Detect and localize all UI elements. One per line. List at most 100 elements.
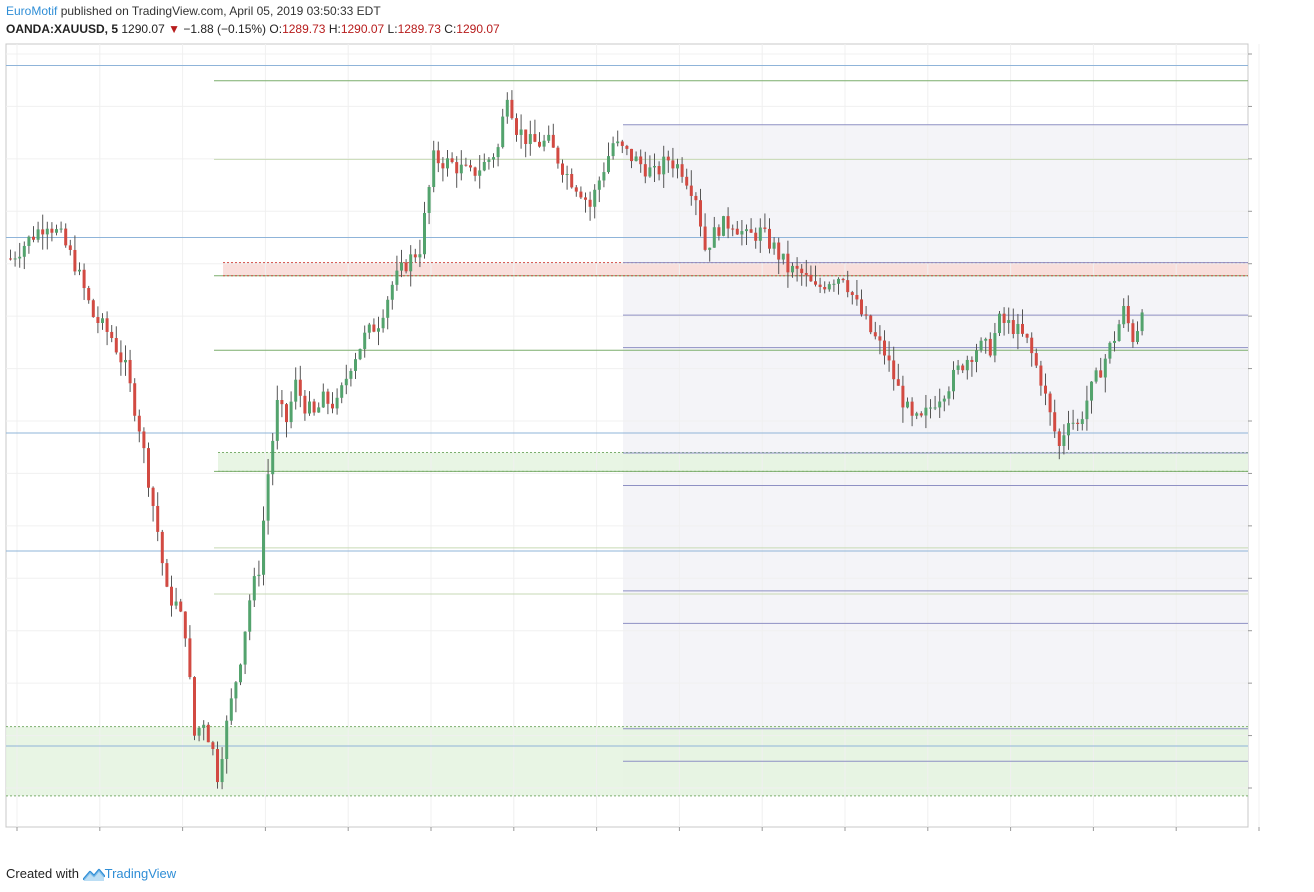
candle-down	[800, 268, 804, 274]
candle-up	[432, 150, 436, 187]
candle-up	[602, 172, 606, 181]
candle-down	[551, 134, 555, 148]
candle-up	[321, 391, 325, 408]
candle-up	[275, 399, 279, 441]
candle-up	[947, 391, 951, 399]
candle-up	[547, 134, 551, 141]
candle-up	[929, 407, 932, 409]
candle-up	[1094, 370, 1098, 382]
candle-down	[326, 391, 330, 404]
candle-up	[1080, 419, 1084, 424]
candle-up	[423, 212, 426, 255]
candle-down	[303, 395, 307, 414]
candle-down	[809, 274, 813, 282]
author-link[interactable]: EuroMotif	[6, 4, 58, 18]
candle-down	[699, 200, 702, 227]
candle-up	[791, 265, 794, 273]
candle-down	[556, 147, 560, 164]
candle-down	[804, 273, 808, 275]
candle-down	[73, 249, 77, 272]
candle-down	[887, 355, 891, 361]
high-value: 1290.07	[340, 22, 385, 36]
candle-down	[685, 176, 689, 186]
candle-down	[533, 134, 537, 142]
candle-up	[662, 156, 666, 175]
candle-up	[248, 600, 252, 632]
candle-down	[795, 265, 799, 269]
candle-down	[777, 242, 781, 260]
candle-up	[257, 574, 261, 577]
candle-down	[1099, 370, 1103, 378]
candle-down	[703, 226, 707, 250]
candle-up	[418, 254, 422, 258]
candle-up	[1007, 320, 1011, 323]
candle-down	[639, 156, 643, 165]
candle-down	[312, 401, 316, 413]
candle-down	[864, 314, 868, 316]
symbol-info: OANDA:XAUUSD, 5 1290.07 ▼ −1.88 (−0.15%)…	[6, 22, 500, 36]
candle-up	[386, 299, 390, 318]
candle-up	[1085, 400, 1089, 420]
candle-down	[510, 99, 514, 119]
candle-up	[358, 348, 362, 360]
candle-down	[68, 245, 72, 250]
candle-down	[841, 278, 845, 281]
candle-up	[344, 378, 348, 386]
candle-up	[965, 359, 969, 371]
candle-down	[579, 191, 583, 198]
candle-up	[45, 228, 49, 235]
candle-up	[174, 601, 178, 606]
candle-up	[519, 129, 523, 135]
candle-down	[818, 284, 822, 287]
candle-up	[597, 180, 601, 190]
tradingview-brand[interactable]: TradingView	[104, 866, 177, 881]
tradingview-logo-icon	[82, 868, 105, 881]
price-zone-2	[218, 452, 1248, 472]
candle-up	[745, 229, 748, 232]
candle-down	[666, 156, 670, 161]
candle-down	[694, 195, 698, 201]
candle-up	[478, 170, 482, 176]
candle-down	[436, 150, 440, 164]
published-text: published on TradingView.com, April 05, …	[57, 4, 381, 18]
candle-up	[933, 407, 937, 409]
candle-up	[317, 407, 321, 413]
candle-up	[1108, 342, 1112, 359]
candle-down	[469, 165, 472, 168]
candle-up	[915, 413, 919, 416]
candle-down	[50, 228, 54, 233]
candle-up	[501, 116, 505, 148]
candle-up	[395, 270, 399, 285]
candle-up	[335, 397, 339, 409]
candle-down	[754, 232, 758, 241]
candle-down	[1048, 393, 1052, 413]
candle-down	[413, 254, 417, 258]
candle-down	[1057, 431, 1061, 446]
candle-up	[18, 256, 22, 259]
candle-up	[1016, 323, 1020, 335]
candle-up	[294, 379, 298, 402]
candle-up	[993, 333, 997, 356]
candle-up	[239, 664, 242, 683]
candle-up	[906, 401, 909, 408]
candle-down	[91, 300, 95, 318]
candle-down	[32, 236, 35, 240]
candle-down	[114, 338, 118, 353]
candle-up	[27, 236, 31, 246]
candle-down	[726, 216, 730, 229]
candle-up	[837, 278, 840, 284]
candle-up	[78, 269, 81, 272]
candle-up	[1113, 340, 1116, 343]
candle-down	[441, 163, 445, 169]
candle-down	[524, 129, 528, 144]
candle-down	[193, 677, 196, 736]
candle-up	[262, 520, 265, 575]
candle-down	[280, 399, 284, 405]
candle-down	[87, 288, 91, 301]
candle-down	[137, 415, 141, 432]
candle-down	[1002, 313, 1006, 323]
candle-down	[331, 403, 334, 409]
candle-up	[243, 631, 247, 665]
candle-down	[883, 340, 886, 356]
